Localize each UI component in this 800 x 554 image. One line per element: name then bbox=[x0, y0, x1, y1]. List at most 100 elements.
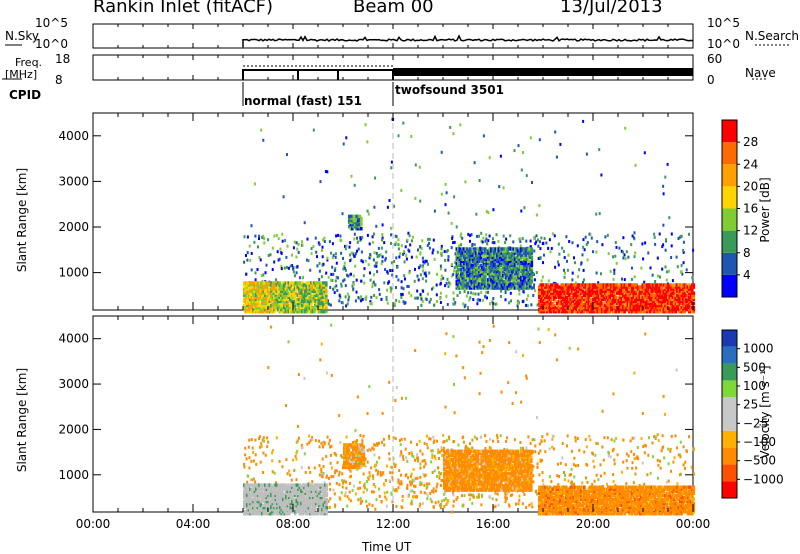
power-region-cell bbox=[653, 310, 657, 314]
power-region-cell bbox=[577, 301, 580, 306]
power-region-cell bbox=[314, 297, 318, 302]
power-region-cell bbox=[458, 278, 462, 282]
power-region-cell bbox=[467, 263, 471, 268]
power-region-cell bbox=[557, 293, 561, 297]
power-cell bbox=[390, 233, 393, 237]
power-region-cell bbox=[293, 299, 297, 304]
velocity-cell bbox=[603, 436, 606, 440]
power-region-cell bbox=[520, 276, 523, 280]
power-region-cell bbox=[290, 299, 294, 304]
power-region-cell bbox=[670, 297, 673, 302]
power-region-cell bbox=[305, 303, 309, 308]
power-cell bbox=[502, 234, 505, 238]
power-region-cell bbox=[665, 289, 669, 293]
power-region-cell bbox=[502, 249, 505, 253]
velocity-cell bbox=[528, 503, 531, 507]
power-cell bbox=[312, 128, 315, 132]
power-region-cell bbox=[314, 293, 318, 297]
power-cell bbox=[460, 243, 463, 247]
power-region-cell bbox=[500, 249, 504, 253]
power-region-cell bbox=[485, 261, 489, 266]
power-region-cell bbox=[599, 297, 603, 302]
power-region-cell bbox=[641, 291, 645, 295]
power-region-cell bbox=[661, 289, 664, 293]
power-cell bbox=[400, 292, 403, 296]
power-region-cell bbox=[527, 259, 531, 263]
power-cell bbox=[482, 236, 485, 240]
power-region-cell bbox=[565, 295, 568, 299]
velocity-cell bbox=[410, 481, 413, 485]
power-region-cell bbox=[541, 310, 544, 314]
power-region-cell bbox=[628, 303, 631, 308]
power-region-cell bbox=[261, 307, 264, 312]
power-region-cell bbox=[584, 289, 588, 293]
power-cell bbox=[395, 298, 398, 302]
power-region-cell bbox=[524, 276, 528, 280]
power-cell bbox=[484, 261, 487, 265]
power-region-cell bbox=[662, 299, 666, 304]
power-region-cell bbox=[472, 255, 475, 259]
power-region-cell bbox=[249, 305, 252, 310]
power-region-cell bbox=[296, 310, 300, 314]
power-cell bbox=[350, 272, 352, 276]
power-region-cell bbox=[673, 295, 676, 299]
velocity-cell bbox=[348, 497, 351, 501]
power-region-cell bbox=[562, 301, 565, 306]
power-cell bbox=[427, 237, 430, 241]
power-region-cell bbox=[311, 287, 315, 291]
velocity-cell bbox=[518, 494, 521, 498]
power-cell bbox=[654, 242, 657, 246]
velocity-cell bbox=[375, 463, 378, 467]
power-cell bbox=[361, 235, 364, 239]
power-region-cell bbox=[521, 282, 525, 286]
power-cell bbox=[624, 126, 627, 130]
power-cell bbox=[633, 255, 636, 259]
power-region-cell bbox=[277, 291, 280, 295]
power-region-cell bbox=[517, 267, 520, 272]
power-cell bbox=[675, 255, 678, 259]
power-region-cell bbox=[575, 289, 579, 293]
power-cell bbox=[433, 257, 436, 261]
power-region-cell bbox=[527, 261, 531, 266]
power-cell bbox=[393, 204, 396, 208]
power-region-cell bbox=[475, 269, 478, 274]
power-region-cell bbox=[652, 310, 655, 314]
power-region-cell bbox=[565, 285, 568, 289]
power-region-cell bbox=[473, 274, 477, 278]
power-region-cell bbox=[524, 249, 528, 253]
power-region-cell bbox=[692, 310, 696, 314]
velocity-cell bbox=[329, 497, 332, 501]
power-region-cell bbox=[316, 281, 319, 285]
power-region-cell bbox=[479, 274, 483, 278]
power-region-cell bbox=[473, 249, 477, 253]
power-region-cell bbox=[512, 259, 516, 263]
power-region-cell bbox=[267, 291, 270, 295]
power-region-cell bbox=[518, 263, 522, 268]
power-region-cell bbox=[478, 282, 481, 286]
power-region-cell bbox=[569, 285, 573, 289]
power-region-cell bbox=[289, 287, 292, 291]
power-region-cell bbox=[455, 247, 459, 251]
power-cell bbox=[276, 250, 279, 254]
power-region-cell bbox=[325, 303, 328, 308]
power-region-cell bbox=[455, 261, 459, 266]
power-region-cell bbox=[481, 251, 484, 255]
power-region-cell bbox=[304, 295, 307, 299]
power-region-cell bbox=[323, 289, 327, 293]
power-region-cell bbox=[686, 305, 690, 310]
power-cell bbox=[516, 304, 519, 308]
power-region-cell bbox=[682, 283, 685, 287]
power-region-cell bbox=[550, 287, 553, 291]
power-region-cell bbox=[667, 299, 670, 304]
power-region-cell bbox=[656, 285, 660, 289]
power-cell bbox=[499, 154, 502, 158]
power-region-cell bbox=[518, 267, 522, 272]
power-region-cell bbox=[686, 293, 690, 297]
power-region-cell bbox=[270, 307, 273, 312]
power-region-cell bbox=[610, 301, 613, 306]
power-region-cell bbox=[482, 253, 486, 257]
power-region-cell bbox=[623, 285, 627, 289]
power-region-cell bbox=[505, 269, 508, 274]
power-region-cell bbox=[653, 293, 657, 297]
power-region-cell bbox=[619, 291, 622, 295]
